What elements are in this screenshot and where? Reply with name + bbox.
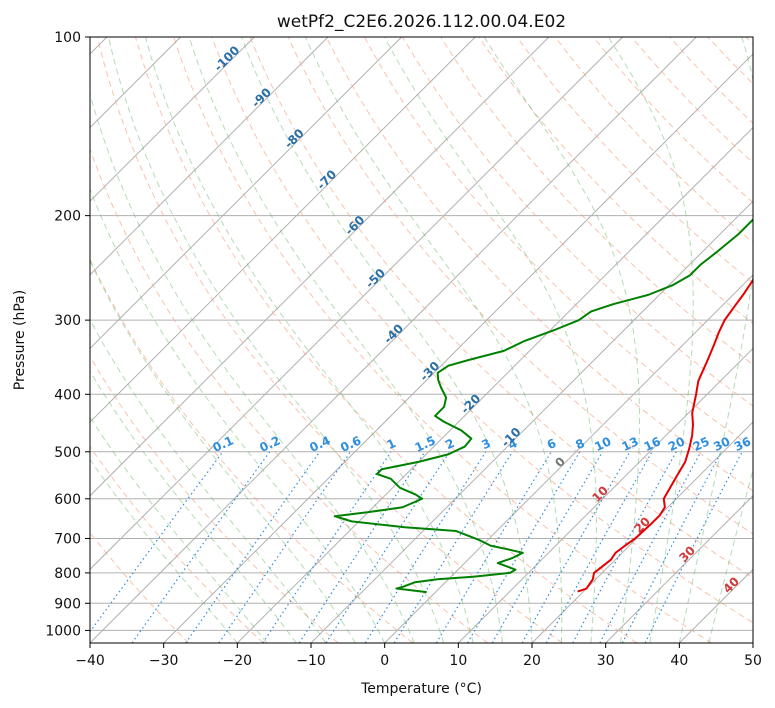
moist-adiabat-line <box>90 416 268 643</box>
x-tick-label: 40 <box>670 653 688 669</box>
reference-lines-layer <box>90 37 753 643</box>
isotherm-line <box>90 37 697 643</box>
mixing-ratio-line <box>218 451 351 643</box>
x-axis: −40 −30 −20 −10 0 10 20 30 40 50 <box>75 643 762 669</box>
y-tick-label: 100 <box>54 30 81 46</box>
plot-frame <box>89 36 754 644</box>
moist-adiabat-line <box>144 37 474 643</box>
dry-adiabat-line <box>90 445 264 643</box>
grid-layer <box>90 37 753 643</box>
moist-adiabat-line <box>90 370 297 643</box>
moist-adiabat-line <box>607 37 694 643</box>
dry-adiabat-line <box>249 37 753 579</box>
y-tick-label: 200 <box>54 209 81 225</box>
isotherm-line <box>236 126 753 643</box>
y-tick-label: 400 <box>54 387 81 403</box>
y-tick-label: 300 <box>54 313 81 329</box>
isotherm-line <box>90 37 329 276</box>
y-axis-label: Pressure (hPa) <box>12 290 28 390</box>
mixing-ratio-label: 25 <box>691 434 712 454</box>
isotherm-line <box>531 421 753 643</box>
mixing-ratio-line <box>325 451 451 643</box>
moist-adiabat-line <box>90 92 415 643</box>
mixing-ratio-label: 20 <box>666 434 687 454</box>
moist-adiabat-line <box>708 467 753 643</box>
isotherm-line <box>90 37 550 497</box>
moist-adiabat-line <box>90 458 238 643</box>
mixing-ratio-line <box>262 451 392 643</box>
mixing-ratio-line <box>599 451 702 643</box>
mixing-ratio-label: 13 <box>620 434 641 454</box>
mixing-ratio-line <box>298 451 426 643</box>
y-tick-label: 1000 <box>45 623 81 639</box>
dry-adiabat-line <box>134 37 638 643</box>
isotherm-line <box>90 37 255 202</box>
moist-adiabat-line <box>240 37 533 643</box>
x-tick-label: 10 <box>449 653 467 669</box>
x-tick-label: −20 <box>223 653 253 669</box>
mixing-ratio-label: 36 <box>732 434 753 454</box>
moist-adiabat-line <box>188 37 504 643</box>
x-tick-label: −10 <box>296 653 326 669</box>
dry-adiabat-line <box>211 37 753 624</box>
dry-adiabat-line <box>173 37 712 643</box>
x-tick-label: 20 <box>523 653 541 669</box>
y-tick-label: 700 <box>54 532 81 548</box>
moist-adiabat-line <box>304 37 563 643</box>
moist-adiabat-line <box>384 37 597 643</box>
isotherm-line <box>605 495 753 643</box>
moist-adiabat-line <box>90 259 356 643</box>
x-tick-label: −40 <box>75 653 105 669</box>
isotherm-line <box>90 37 402 350</box>
y-tick-label: 900 <box>54 596 81 612</box>
isotherm-line <box>384 274 753 643</box>
mixing-ratio-line <box>572 451 677 643</box>
moist-adiabat-line <box>90 187 386 643</box>
chart-title: wetPf2_C2E6.2026.112.00.04.E02 <box>277 12 566 32</box>
dry-adiabat-line <box>90 258 414 643</box>
x-tick-label: −30 <box>149 653 179 669</box>
x-axis-label: Temperature (°C) <box>360 681 482 697</box>
mixing-ratio-label: 16 <box>642 434 663 454</box>
mixing-ratio-label: 30 <box>711 434 732 454</box>
mixing-ratio-label: 10 <box>592 434 613 454</box>
mixing-ratio-line <box>393 451 513 643</box>
dewpoint-profile-line <box>333 218 753 594</box>
x-tick-label: 0 <box>380 653 389 669</box>
temperature-profile-line <box>577 278 753 593</box>
y-tick-label: 500 <box>54 445 81 461</box>
y-tick-label: 800 <box>54 566 81 582</box>
series-layer <box>333 218 753 594</box>
y-tick-label: 600 <box>54 492 81 508</box>
dry-adiabat-line <box>287 37 753 535</box>
y-axis: 100 200 300 400 500 600 700 800 900 1000 <box>45 30 90 639</box>
mixing-ratio-line <box>185 451 321 643</box>
mixing-ratio-line <box>435 451 552 643</box>
moist-adiabat-line <box>678 37 753 643</box>
x-tick-label: 30 <box>597 653 615 669</box>
moist-adiabat-line <box>107 37 445 643</box>
dry-adiabat-line <box>96 37 563 643</box>
moist-adiabat-line <box>483 37 641 643</box>
x-tick-label: 50 <box>744 653 762 669</box>
isotherm-line <box>90 37 476 423</box>
mixing-ratio-line <box>364 451 487 643</box>
dry-adiabat-line <box>325 37 753 492</box>
mixing-ratio-line <box>466 451 581 643</box>
isotherm-line <box>163 53 753 643</box>
isotherm-line <box>457 347 753 643</box>
isotherm-line <box>90 37 623 571</box>
